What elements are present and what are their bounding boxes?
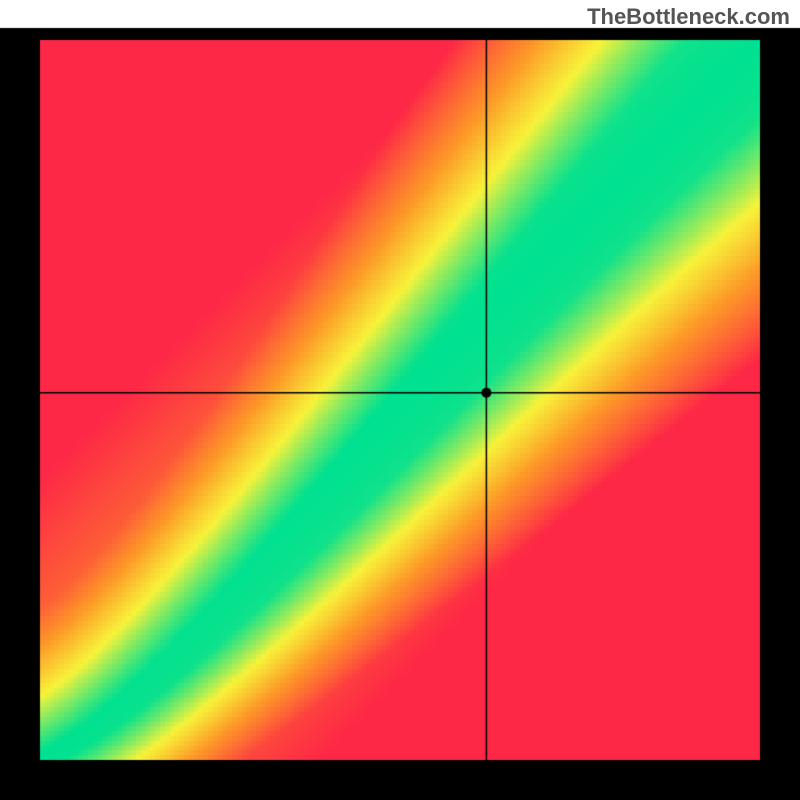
watermark-text: TheBottleneck.com: [587, 4, 790, 30]
bottleneck-heatmap: [0, 0, 800, 800]
chart-container: TheBottleneck.com: [0, 0, 800, 800]
